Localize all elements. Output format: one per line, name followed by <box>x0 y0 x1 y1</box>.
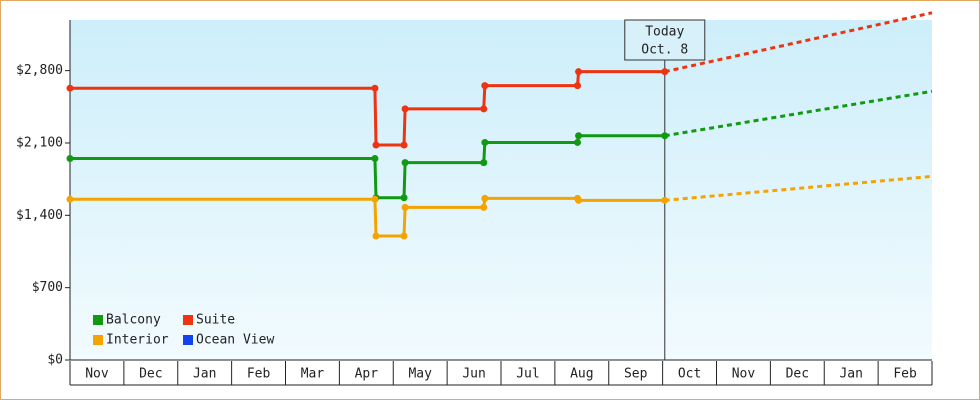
x-tick-label: Jun <box>462 367 485 382</box>
price-point <box>371 84 379 92</box>
x-tick-label: Feb <box>247 367 271 382</box>
x-tick-label: Jan <box>839 367 862 382</box>
projection-line <box>664 11 933 74</box>
price-point <box>661 132 669 140</box>
price-point <box>372 141 380 149</box>
legend-swatch <box>183 335 193 345</box>
price-point <box>400 232 408 240</box>
y-tick-label: $2,100 <box>16 135 63 150</box>
x-tick-label: Nov <box>85 367 109 382</box>
x-tick-label: Dec <box>786 367 809 382</box>
price-point <box>480 105 488 113</box>
price-line <box>70 70 665 147</box>
price-point <box>372 232 380 240</box>
price-point <box>401 203 409 211</box>
price-point <box>66 154 74 162</box>
y-tick-label: $700 <box>32 280 63 295</box>
x-tick-label: Jul <box>516 367 539 382</box>
price-point <box>575 132 583 140</box>
today-label: Oct. 8 <box>641 43 688 58</box>
y-tick-label: $1,400 <box>16 208 63 223</box>
legend-swatch <box>183 315 193 325</box>
x-tick-label: Aug <box>570 367 593 382</box>
x-tick-label: Feb <box>893 367 917 382</box>
y-tick-label: $0 <box>47 353 63 368</box>
x-tick-label: Oct <box>678 367 701 382</box>
price-point <box>661 68 669 76</box>
today-box <box>624 19 706 61</box>
today-label: Today <box>645 25 684 40</box>
legend-swatch <box>93 315 103 325</box>
legend-label: Ocean View <box>196 333 274 348</box>
price-point <box>400 141 408 149</box>
legend-label: Balcony <box>106 313 161 328</box>
price-point <box>574 82 582 90</box>
price-point <box>574 138 582 146</box>
y-tick-label: $2,800 <box>16 63 63 78</box>
price-point <box>66 84 74 92</box>
x-tick-label: Jan <box>193 367 216 382</box>
x-tick-label: Mar <box>301 367 325 382</box>
price-point <box>480 203 488 211</box>
price-point <box>400 194 408 202</box>
price-point <box>481 82 489 90</box>
x-tick-label: May <box>408 367 432 382</box>
price-point <box>401 159 409 167</box>
x-tick-label: Dec <box>139 367 162 382</box>
price-point <box>371 154 379 162</box>
projection-line <box>664 89 933 138</box>
price-point <box>481 138 489 146</box>
price-point <box>661 196 669 204</box>
x-tick-label: Sep <box>624 367 648 382</box>
price-point <box>371 195 379 203</box>
price-point <box>480 159 488 167</box>
x-tick-label: Apr <box>355 367 379 382</box>
price-point <box>401 105 409 113</box>
plot-area <box>70 20 932 360</box>
legend-swatch <box>93 335 103 345</box>
price-point <box>575 196 583 204</box>
x-tick-label: Nov <box>732 367 756 382</box>
legend-label: Suite <box>196 313 235 328</box>
price-point <box>66 195 74 203</box>
price-point <box>481 194 489 202</box>
legend-label: Interior <box>106 333 169 348</box>
price-point <box>575 68 583 76</box>
